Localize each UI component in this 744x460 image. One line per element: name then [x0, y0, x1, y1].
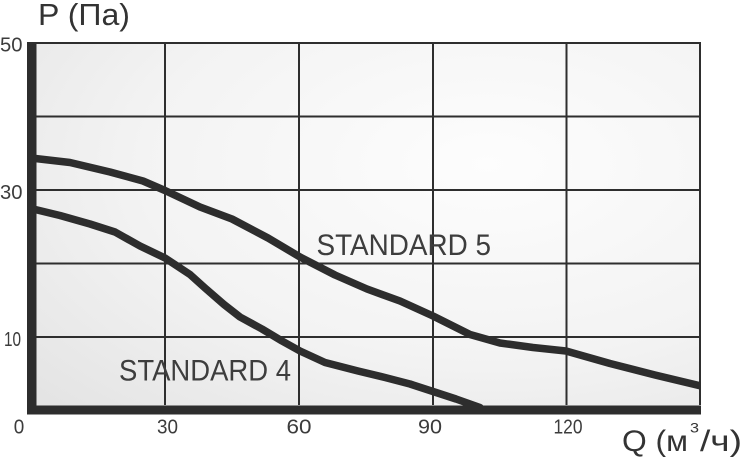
svg-text:30: 30: [0, 182, 23, 204]
svg-text:0: 0: [14, 417, 25, 439]
svg-text:P (Па): P (Па): [38, 0, 130, 32]
svg-text:Q (м: Q (м: [622, 425, 688, 458]
svg-text:STANDARD 5: STANDARD 5: [317, 229, 492, 262]
svg-text:60: 60: [287, 417, 312, 439]
svg-text:/ч): /ч): [700, 425, 742, 458]
svg-text:50: 50: [0, 35, 23, 57]
svg-text:90: 90: [418, 417, 442, 439]
svg-text:30: 30: [157, 417, 178, 439]
svg-text:10: 10: [4, 329, 21, 351]
svg-text:120: 120: [554, 417, 583, 439]
svg-text:STANDARD 4: STANDARD 4: [119, 355, 291, 388]
svg-text:3: 3: [690, 421, 699, 436]
